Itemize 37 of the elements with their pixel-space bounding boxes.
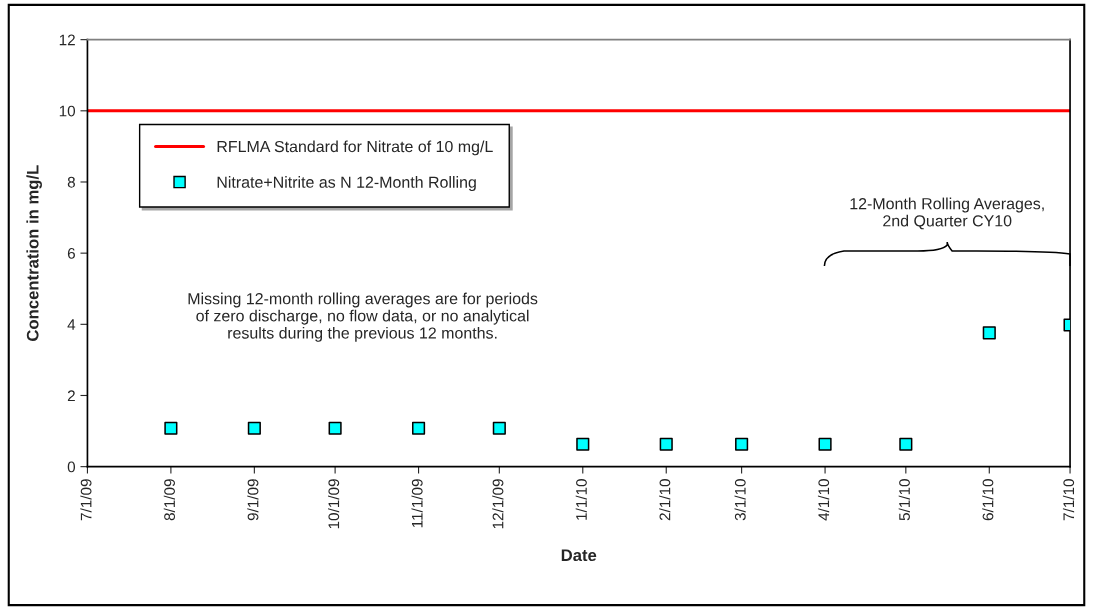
legend-label: RFLMA Standard for Nitrate of 10 mg/L [217, 140, 493, 156]
x-tick-label: 5/1/10 [898, 479, 910, 521]
point [982, 326, 996, 340]
y-axis-title: Concentration in mg/L [26, 165, 42, 341]
y-tick-label: 10 [59, 105, 76, 117]
x-tick-label: 9/1/09 [247, 479, 259, 521]
point [576, 437, 590, 451]
x-tick-label: 12/1/09 [492, 479, 504, 529]
y-tick-label: 4 [67, 319, 76, 330]
annotation: Missing 12-month rolling averages are for periods of zero discharge, no flow data, or no analytical results during the previous 12 months. [188, 292, 538, 342]
x-tick-label: 3/1/10 [734, 479, 746, 521]
point [164, 421, 178, 435]
x-tick-label: 8/1/09 [163, 479, 175, 521]
legend-label: Nitrate+Nitrite as N 12-Month Rolling [217, 176, 476, 192]
point [328, 421, 342, 435]
x-tick-label: 4/1/10 [817, 479, 830, 521]
x-tick-label: 10/1/09 [327, 479, 340, 529]
point [247, 421, 261, 435]
x-tick-label: 7/1/10 [1062, 479, 1075, 521]
point [735, 437, 749, 451]
x-tick-label: 7/1/09 [80, 479, 92, 521]
x-tick-label: 1/1/10 [575, 479, 587, 520]
annotation: 12-Month Rolling Averages, 2nd Quarter CY10 [850, 197, 1044, 230]
y-tick-label: 8 [67, 176, 75, 188]
point [411, 421, 426, 435]
point [818, 437, 832, 451]
point [659, 437, 673, 451]
x-tick-label: 6/1/10 [982, 479, 994, 521]
point [492, 421, 506, 435]
x-axis-title: Date [561, 549, 597, 562]
y-tick-label: 6 [67, 248, 75, 259]
x-tick-label: 11/1/09 [411, 479, 423, 528]
y-tick-label: 0 [67, 461, 76, 473]
x-tick-label: 2/1/10 [659, 479, 671, 521]
y-tick-label: 2 [67, 390, 75, 402]
y-tick-label: 12 [59, 34, 75, 46]
point [899, 437, 913, 451]
